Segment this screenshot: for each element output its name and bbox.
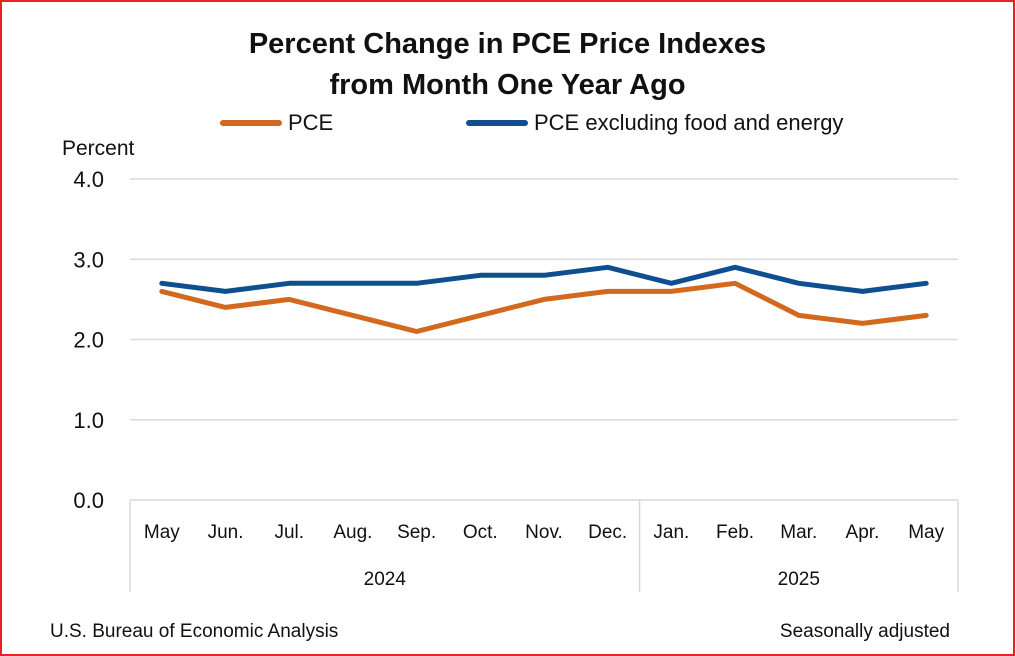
series-line-pce-core bbox=[159, 264, 929, 294]
legend-swatch-pce bbox=[220, 120, 282, 126]
legend-item-pce: PCE bbox=[220, 110, 333, 136]
x-tick-label: Feb. bbox=[716, 522, 754, 543]
source-note: U.S. Bureau of Economic Analysis bbox=[50, 621, 339, 642]
legend-label-pce: PCE bbox=[288, 110, 334, 135]
x-tick-label: Oct. bbox=[463, 522, 498, 543]
y-tick-label: 3.0 bbox=[73, 247, 104, 272]
x-tick-label: Nov. bbox=[525, 522, 563, 543]
y-tick-label: 4.0 bbox=[73, 167, 104, 192]
x-tick-label: Jan. bbox=[653, 522, 689, 543]
chart-title: Percent Change in PCE Price Indexes from… bbox=[2, 24, 1013, 106]
adjustment-note: Seasonally adjusted bbox=[779, 621, 950, 642]
x-tick-label: Apr. bbox=[846, 522, 880, 543]
chart-title-line2: from Month One Year Ago bbox=[329, 69, 686, 101]
x-tick-label: May bbox=[144, 522, 180, 543]
x-tick-label: Aug. bbox=[333, 522, 372, 543]
year-label-2024: 2024 bbox=[364, 569, 407, 590]
y-tick-label: 2.0 bbox=[73, 328, 104, 353]
y-tick-label: 1.0 bbox=[73, 408, 104, 433]
series-line-pce bbox=[159, 280, 929, 334]
y-tick-label: 0.0 bbox=[73, 488, 104, 513]
x-tick-label: Jun. bbox=[208, 522, 244, 543]
x-tick-label: Mar. bbox=[780, 522, 817, 543]
year-label-2025: 2025 bbox=[778, 569, 820, 590]
x-tick-label: Dec. bbox=[588, 522, 627, 543]
y-axis-label: Percent bbox=[62, 137, 135, 160]
x-tick-label: May bbox=[908, 522, 944, 543]
x-tick-label: Sep. bbox=[397, 522, 436, 543]
chart-legend: PCE PCE excluding food and energy bbox=[2, 110, 1013, 140]
legend-item-core: PCE excluding food and energy bbox=[466, 110, 843, 136]
x-tick-label: Jul. bbox=[274, 522, 304, 543]
chart-title-line1: Percent Change in PCE Price Indexes bbox=[248, 28, 767, 60]
legend-label-core: PCE excluding food and energy bbox=[534, 110, 844, 135]
legend-swatch-core bbox=[466, 120, 528, 126]
